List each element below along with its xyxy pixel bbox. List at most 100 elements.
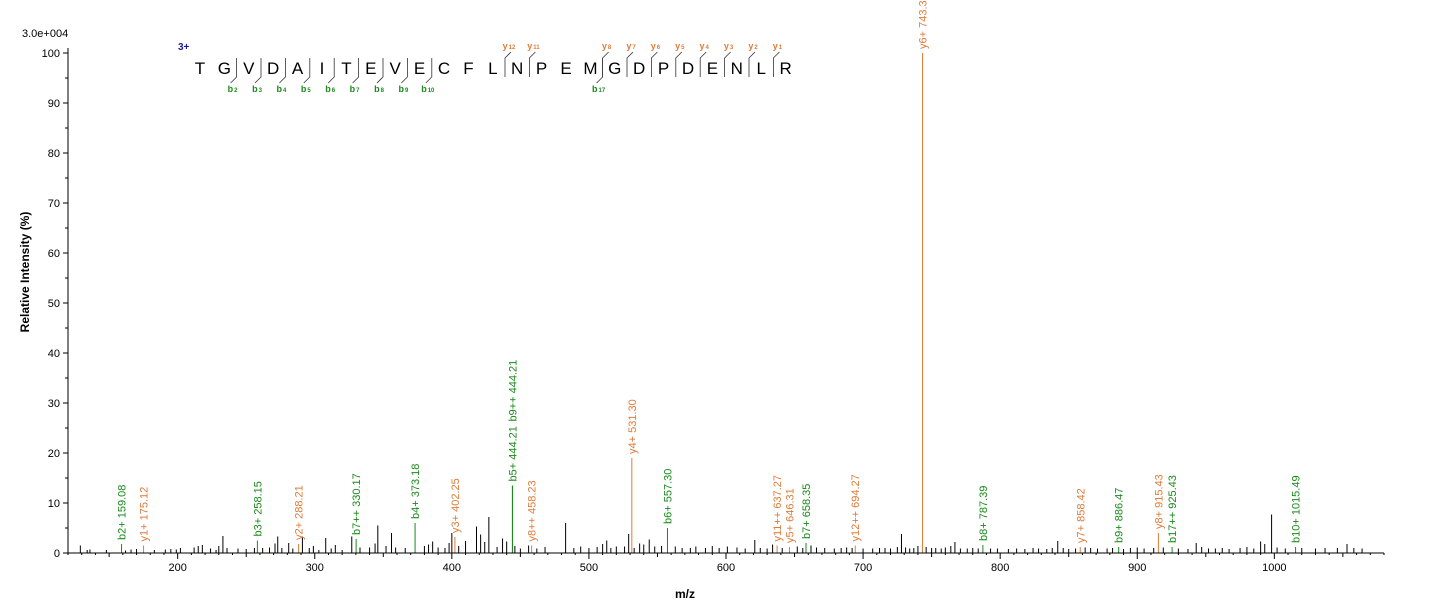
y-axis-title: Relative Intensity (%) [18, 212, 32, 333]
x-axis-title: m/z [675, 587, 695, 601]
x-tick-label: 400 [443, 562, 461, 574]
peak-label: b9+ 886.47 [1114, 488, 1126, 543]
y-ion-tag: y7 [626, 41, 636, 51]
y-ion-marker [675, 51, 683, 77]
b-ion-marker [352, 58, 359, 84]
peak-label: y1+ 175.12 [139, 487, 151, 542]
x-tick-label: 300 [306, 562, 324, 574]
y-ion-tag: y5 [675, 41, 685, 51]
y-ion-tag: y12 [503, 41, 516, 51]
residue: N [731, 59, 743, 78]
b-ion-marker [279, 58, 286, 84]
y-ion-tag: y3 [724, 41, 734, 51]
peak-label: b8+ 787.39 [978, 486, 990, 541]
residue: D [633, 59, 645, 78]
peak-label: y7+ 858.42 [1075, 488, 1087, 543]
peak-label: y5+ 646.31 [784, 488, 796, 543]
peak-label: b9++ 444.21 [507, 360, 519, 422]
peptide-sequence: T G V D A I T E V E C F L N P E M G D P D E N L Rb2 b3 b4 b5 b6 b7 b8 b… [195, 41, 792, 94]
peak-label: b6+ 557.30 [662, 469, 674, 524]
peak-label: b17++ 925.43 [1167, 475, 1179, 543]
y-ion-marker [724, 51, 731, 77]
peak-label: b2+ 159.08 [117, 485, 129, 540]
b-ion-marker [596, 58, 603, 84]
residue: E [560, 59, 571, 78]
y-ion-tag: y8 [602, 41, 612, 51]
b-ion-tag: b6 [325, 84, 336, 94]
residue: G [608, 59, 621, 78]
residue: L [488, 59, 497, 78]
b-ion-tag: b3 [252, 84, 263, 94]
x-tick-label: 700 [854, 562, 872, 574]
residue: V [243, 59, 255, 78]
peak-label: b5+ 444.21 [507, 426, 519, 481]
x-tick-label: 200 [168, 562, 186, 574]
y-tick-label: 70 [48, 198, 60, 210]
y-ion-tag: y1 [773, 41, 783, 51]
peak-label: y6+ 743.36 [918, 0, 930, 49]
x-tick-label: 600 [717, 562, 735, 574]
b-ion-tag: b9 [398, 84, 409, 94]
peak-label: y3+ 402.25 [450, 478, 462, 533]
b-ion-marker [254, 58, 262, 84]
b-ion-tag: b10 [421, 84, 435, 94]
residue: P [536, 59, 547, 78]
y-tick-label: 0 [54, 548, 60, 560]
residue: V [390, 59, 402, 78]
y-ion-marker [504, 51, 512, 77]
peak-label: b7+ 658.35 [801, 484, 813, 539]
residue: P [658, 59, 669, 78]
b-ion-marker [376, 58, 384, 84]
y-ion-marker [773, 51, 780, 77]
residue: D [682, 59, 694, 78]
residue: L [756, 59, 765, 78]
b-ion-marker [230, 58, 237, 84]
peak-label: b4+ 373.18 [410, 464, 422, 519]
x-tick-label: 900 [1128, 562, 1146, 574]
x-tick-label: 800 [991, 562, 1009, 574]
axes-layer [67, 48, 1384, 554]
peak-label: y2+ 288.21 [294, 485, 306, 540]
y-ion-marker [651, 51, 658, 77]
y-tick-label: 80 [48, 148, 60, 160]
y-ion-tag: y4 [700, 41, 710, 51]
peak-label: b7++ 330.17 [351, 473, 363, 535]
b-ion-tag: b8 [374, 84, 385, 94]
residue: E [414, 59, 425, 78]
y-tick-label: 10 [48, 498, 60, 510]
peak-label: y8+ 915.43 [1153, 474, 1165, 529]
b-ion-marker [327, 58, 335, 84]
peak-label: y8++ 458.23 [527, 480, 539, 541]
charge-state-label: 3+ [178, 42, 190, 53]
residue: I [320, 59, 325, 78]
x-tick-label: 500 [580, 562, 598, 574]
y-tick-label: 100 [42, 48, 60, 60]
residue: R [779, 59, 791, 78]
residue: F [463, 59, 473, 78]
residue: T [341, 59, 351, 78]
peak-label: y11++ 637.27 [772, 475, 784, 541]
y-ion-marker [529, 51, 536, 77]
b-ion-marker [303, 58, 311, 84]
peak-label: b3+ 258.15 [252, 481, 264, 536]
y-tick-label: 60 [48, 248, 60, 260]
b-ion-tag: b4 [276, 84, 287, 94]
peak-label: y4+ 531.30 [627, 399, 639, 454]
y-tick-label: 30 [48, 398, 60, 410]
y-tick-label: 50 [48, 298, 60, 310]
b-ion-tag: b2 [228, 84, 239, 94]
residue: T [195, 59, 205, 78]
y-ion-marker [626, 51, 634, 77]
peak-label: y12++ 694.27 [850, 474, 862, 541]
y-ion-tag: y2 [748, 41, 758, 51]
peaks-layer [79, 53, 1363, 553]
b-ion-marker [401, 58, 408, 84]
residue: N [511, 59, 523, 78]
residue: E [707, 59, 718, 78]
b-ion-tag: b7 [350, 84, 361, 94]
y-tick-label: 90 [48, 98, 60, 110]
x-tick-label: 1000 [1262, 562, 1286, 574]
y-tick-label: 20 [48, 448, 60, 460]
y-ion-marker [699, 51, 707, 77]
